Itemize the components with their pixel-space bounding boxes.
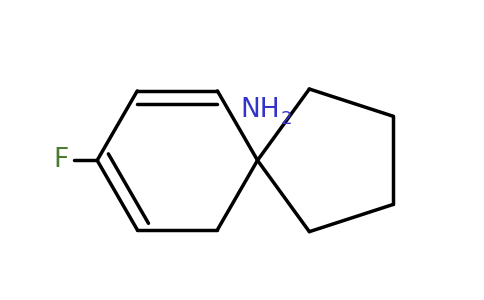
Text: 2: 2 bbox=[280, 110, 292, 128]
Text: F: F bbox=[53, 147, 69, 173]
Text: NH: NH bbox=[240, 97, 280, 123]
